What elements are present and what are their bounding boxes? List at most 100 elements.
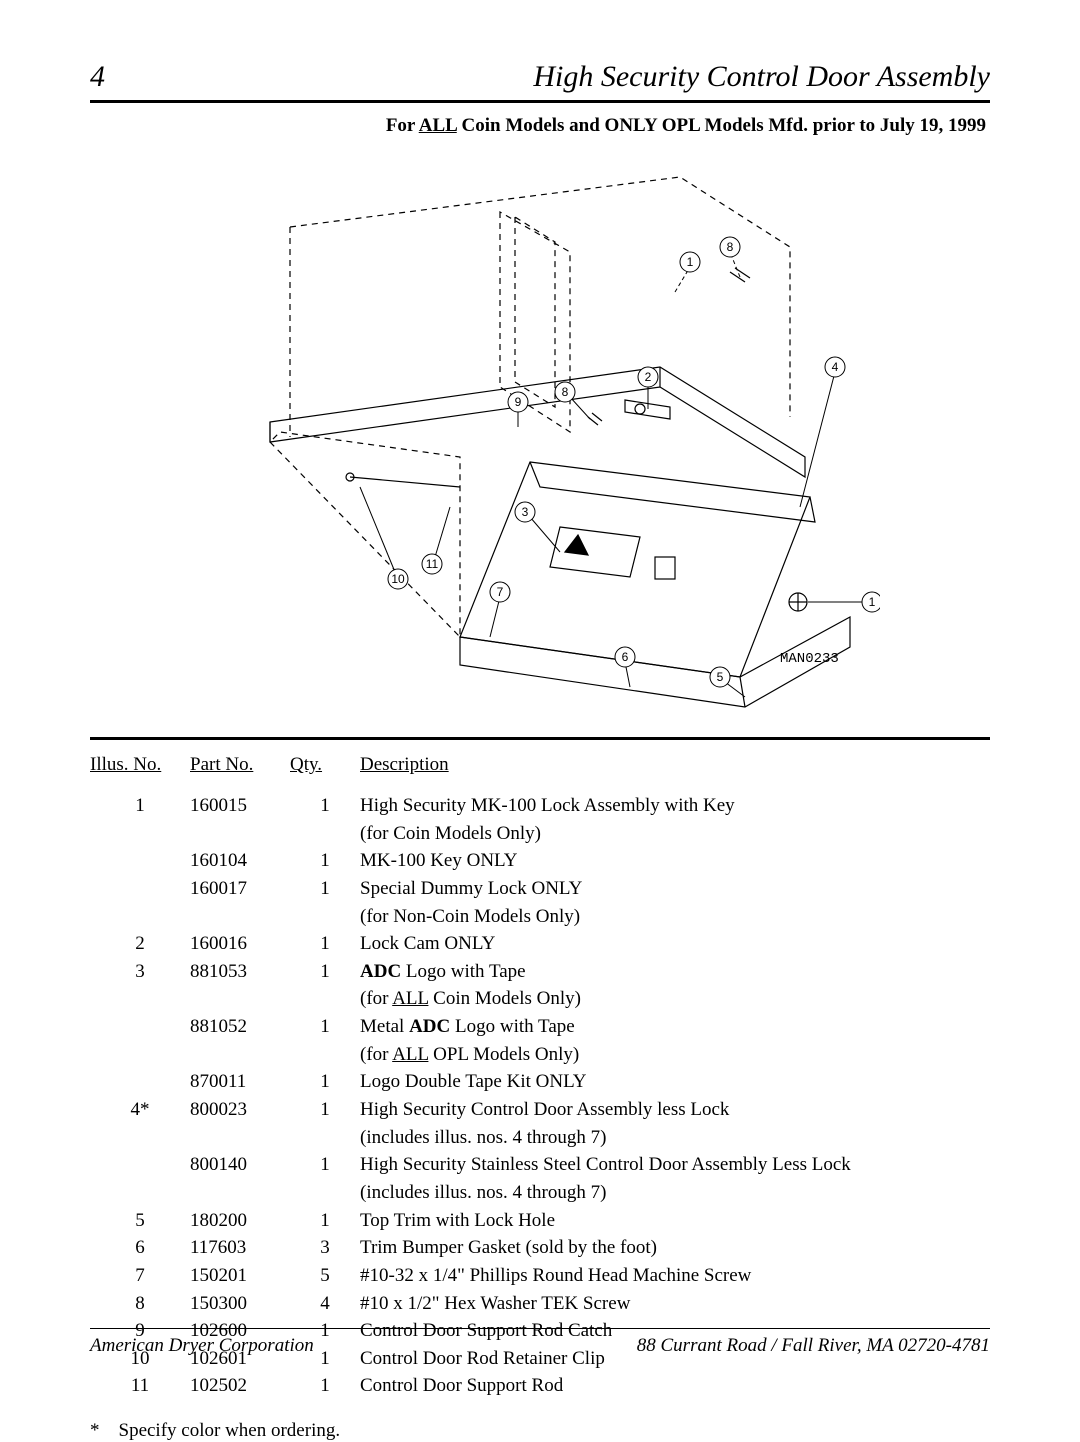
- cell-qty: 1: [290, 1372, 360, 1400]
- cell-desc-cont: (for ALL Coin Models Only): [360, 985, 990, 1013]
- table-top-rule: [90, 737, 990, 740]
- cell-qty: 3: [290, 1234, 360, 1262]
- cell-part: 800140: [190, 1151, 290, 1179]
- cell-qty: 1: [290, 930, 360, 958]
- callout-7: 7: [497, 585, 504, 599]
- cell-part: 150300: [190, 1290, 290, 1318]
- cell-qty: 1: [290, 1207, 360, 1235]
- cell-desc: Control Door Support Rod: [360, 1372, 990, 1400]
- cell-illus: 4*: [90, 1096, 190, 1124]
- cell-part: 102502: [190, 1372, 290, 1400]
- table-header-row: Illus. No. Part No. Qty. Description: [90, 754, 990, 792]
- footnote: * Specify color when ordering.: [90, 1420, 990, 1442]
- callout-3: 3: [522, 505, 529, 519]
- table-row: 4*8000231High Security Control Door Asse…: [90, 1096, 990, 1124]
- cell-desc: #10 x 1/2" Hex Washer TEK Screw: [360, 1290, 990, 1318]
- callout-11: 11: [426, 557, 439, 571]
- cell-qty: 1: [290, 1068, 360, 1096]
- page-title: High Security Control Door Assembly: [533, 60, 990, 94]
- page-number: 4: [90, 60, 105, 94]
- header-desc: Description: [360, 754, 990, 792]
- cell-desc: High Security Control Door Assembly less…: [360, 1096, 990, 1124]
- cell-qty: 1: [290, 847, 360, 875]
- table-row: 111025021Control Door Support Rod: [90, 1372, 990, 1400]
- callout-6: 6: [622, 650, 629, 664]
- table-row: 11600151High Security MK-100 Lock Assemb…: [90, 792, 990, 820]
- cell-qty: 1: [290, 1151, 360, 1179]
- cell-illus: 1: [90, 792, 190, 820]
- cell-illus: [90, 1013, 190, 1041]
- callout-1: 1: [687, 255, 694, 269]
- cell-qty: 1: [290, 958, 360, 986]
- footnote-mark: *: [90, 1420, 100, 1441]
- cell-illus: 3: [90, 958, 190, 986]
- table-row: 71502015#10-32 x 1/4" Phillips Round Hea…: [90, 1262, 990, 1290]
- page-footer: American Dryer Corporation 88 Currant Ro…: [90, 1328, 990, 1357]
- cell-part: 160017: [190, 875, 290, 903]
- table-row: (for ALL Coin Models Only): [90, 985, 990, 1013]
- cell-illus: [90, 1151, 190, 1179]
- footer-left: American Dryer Corporation: [90, 1335, 314, 1357]
- callout-10: 10: [391, 572, 405, 586]
- diagram-container: 1 8 2 4 8 9 3 11 10: [90, 157, 990, 717]
- diagram-label: MAN0233: [780, 651, 839, 667]
- callout-5: 5: [717, 670, 724, 684]
- table-row: (includes illus. nos. 4 through 7): [90, 1179, 990, 1207]
- table-row: 1600171Special Dummy Lock ONLY: [90, 875, 990, 903]
- cell-desc: Special Dummy Lock ONLY: [360, 875, 990, 903]
- header-part: Part No.: [190, 754, 290, 792]
- cell-qty: 5: [290, 1262, 360, 1290]
- cell-desc: #10-32 x 1/4" Phillips Round Head Machin…: [360, 1262, 990, 1290]
- header-illus: Illus. No.: [90, 754, 190, 792]
- cell-desc: MK-100 Key ONLY: [360, 847, 990, 875]
- cell-desc-cont: (for Coin Models Only): [360, 820, 990, 848]
- cell-part: 870011: [190, 1068, 290, 1096]
- callout-8a: 8: [727, 240, 734, 254]
- callout-9: 9: [515, 395, 522, 409]
- cell-illus: 2: [90, 930, 190, 958]
- callout-8b: 8: [562, 385, 569, 399]
- subtitle-rest: Coin Models and ONLY OPL Models Mfd. pri…: [457, 115, 986, 136]
- footnote-text: Specify color when ordering.: [119, 1420, 341, 1441]
- table-row: 8700111Logo Double Tape Kit ONLY: [90, 1068, 990, 1096]
- parts-table: Illus. No. Part No. Qty. Description 116…: [90, 754, 990, 1400]
- cell-qty: 1: [290, 1096, 360, 1124]
- cell-desc: Top Trim with Lock Hole: [360, 1207, 990, 1235]
- cell-desc-cont: (for ALL OPL Models Only): [360, 1041, 990, 1069]
- cell-desc-cont: (for Non-Coin Models Only): [360, 903, 990, 931]
- cell-part: 881052: [190, 1013, 290, 1041]
- page-subtitle: For ALL Coin Models and ONLY OPL Models …: [90, 115, 990, 137]
- cell-illus: [90, 847, 190, 875]
- cell-desc: Lock Cam ONLY: [360, 930, 990, 958]
- cell-illus: 7: [90, 1262, 190, 1290]
- cell-desc: Trim Bumper Gasket (sold by the foot): [360, 1234, 990, 1262]
- cell-illus: 11: [90, 1372, 190, 1400]
- cell-desc: Logo Double Tape Kit ONLY: [360, 1068, 990, 1096]
- cell-part: 800023: [190, 1096, 290, 1124]
- table-row: (includes illus. nos. 4 through 7): [90, 1124, 990, 1152]
- cell-part: 180200: [190, 1207, 290, 1235]
- callout-4: 4: [832, 360, 839, 374]
- cell-desc: High Security MK-100 Lock Assembly with …: [360, 792, 990, 820]
- table-row: 51802001Top Trim with Lock Hole: [90, 1207, 990, 1235]
- cell-part: 160016: [190, 930, 290, 958]
- cell-desc: High Security Stainless Steel Control Do…: [360, 1151, 990, 1179]
- cell-illus: 8: [90, 1290, 190, 1318]
- header-qty: Qty.: [290, 754, 360, 792]
- cell-desc: Metal ADC Logo with Tape: [360, 1013, 990, 1041]
- cell-illus: [90, 1068, 190, 1096]
- cell-illus: 6: [90, 1234, 190, 1262]
- table-row: 8001401High Security Stainless Steel Con…: [90, 1151, 990, 1179]
- cell-desc-cont: (includes illus. nos. 4 through 7): [360, 1124, 990, 1152]
- subtitle-prefix: For: [386, 115, 419, 136]
- table-row: 81503004#10 x 1/2" Hex Washer TEK Screw: [90, 1290, 990, 1318]
- cell-part: 881053: [190, 958, 290, 986]
- cell-qty: 4: [290, 1290, 360, 1318]
- table-row: 21600161Lock Cam ONLY: [90, 930, 990, 958]
- cell-desc-cont: (includes illus. nos. 4 through 7): [360, 1179, 990, 1207]
- table-row: 38810531ADC Logo with Tape: [90, 958, 990, 986]
- cell-illus: [90, 875, 190, 903]
- cell-part: 117603: [190, 1234, 290, 1262]
- cell-qty: 1: [290, 792, 360, 820]
- callout-1b: 1: [869, 595, 876, 609]
